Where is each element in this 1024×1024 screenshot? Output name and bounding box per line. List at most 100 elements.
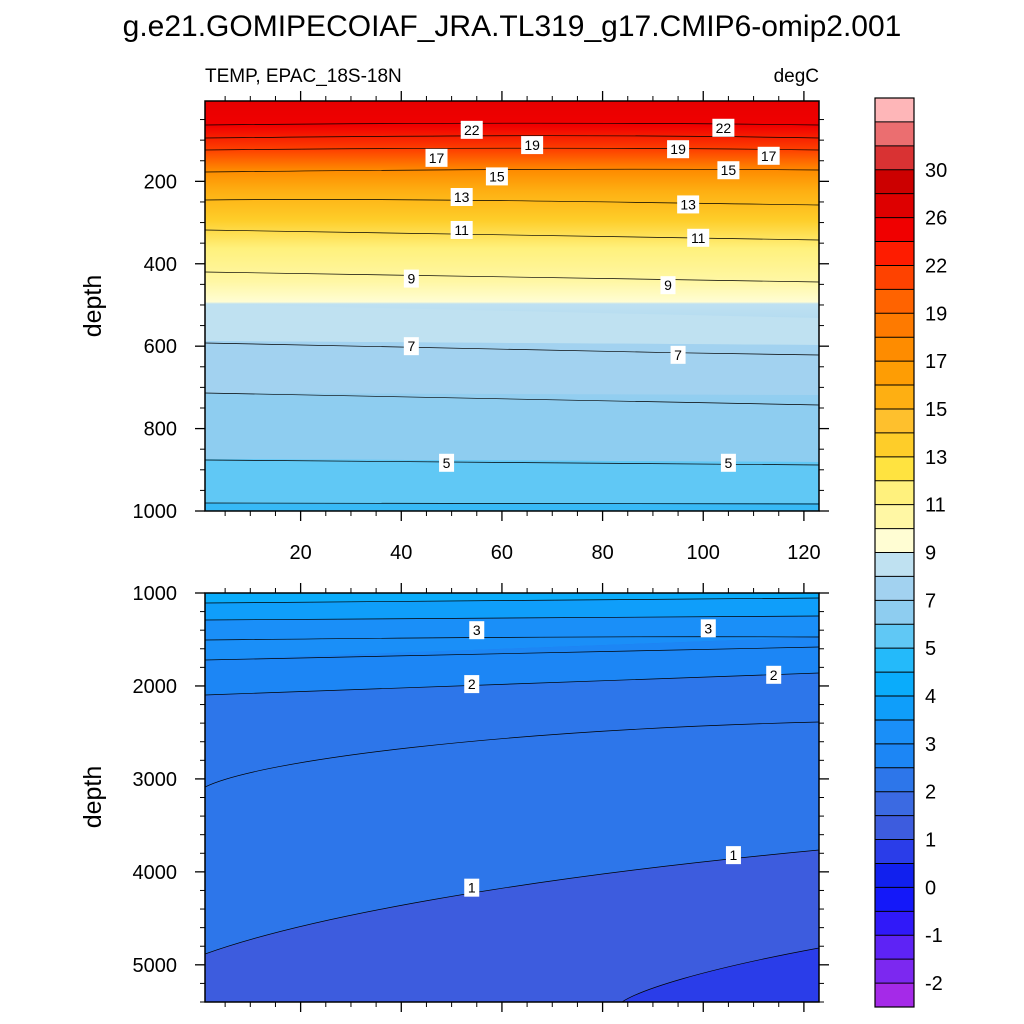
upper-isoline-7 (205, 342, 819, 356)
contour-label: 15 (721, 162, 737, 178)
contour-label: 7 (674, 347, 682, 363)
colorbar-swatch (875, 576, 914, 601)
contour-label-box (725, 846, 741, 865)
contour-label-box (521, 136, 544, 155)
lower-isoline-1 (205, 849, 819, 955)
upper-filled-contours (205, 101, 819, 511)
colorbar-swatch (875, 911, 914, 936)
contour-label: 17 (761, 148, 777, 164)
lower-band-4 (205, 593, 819, 603)
colorbar-swatch (875, 217, 914, 242)
contour-label: 1 (468, 880, 476, 896)
contour-label: 11 (454, 222, 469, 238)
colorbar-swatch (875, 719, 914, 745)
contour-label-box (660, 276, 676, 295)
colorbar-swatch (875, 265, 914, 290)
contour-label-box (403, 337, 419, 356)
contour-label-box (439, 453, 455, 472)
contour-label: 3 (473, 622, 481, 638)
lower-ylabel: depth (79, 766, 107, 829)
colorbar-swatch (875, 863, 914, 888)
colorbar-swatch (875, 624, 914, 649)
contour-label: 22 (716, 120, 732, 136)
colorbar-swatch (875, 815, 914, 840)
contour-label: 7 (407, 338, 415, 354)
colorbar-label: 30 (925, 160, 947, 182)
colorbar-swatch (875, 337, 914, 362)
contour-label-box (464, 675, 480, 694)
upper-ytick-label: 600 (144, 336, 177, 358)
colorbar-swatch (875, 385, 914, 410)
upper-band-5 (205, 393, 819, 462)
contour-label: 9 (407, 271, 415, 287)
lower-ytick-label: 5000 (133, 955, 178, 977)
contour-label: 19 (670, 141, 686, 157)
colorbar-label: 22 (925, 255, 947, 277)
contour-label-box (403, 269, 419, 288)
upper-isoline-4 (205, 502, 819, 505)
contour-label-box (757, 146, 780, 165)
colorbar-frame (874, 97, 915, 1008)
contour-label-box (450, 220, 473, 239)
upper-left-title: TEMP, EPAC_18S-18N (205, 66, 402, 87)
contour-label: 13 (454, 189, 470, 205)
colorbar-swatch (875, 839, 914, 864)
colorbar-swatch (875, 169, 914, 194)
colorbar-swatch (875, 767, 914, 793)
upper-xtick-label: 60 (491, 542, 513, 564)
contour-label-box (460, 120, 483, 139)
lower-band-1 (205, 850, 819, 1002)
lower-panel: 3 3 2 2 1 1 1000 2000 3000 4000 5000 depth (79, 583, 829, 1012)
upper-xtick-label: 80 (591, 542, 613, 564)
colorbar-label: 13 (925, 447, 947, 469)
colorbar-swatch (875, 552, 914, 577)
lower-band-2-5 (205, 637, 819, 695)
colorbar-swatch (875, 480, 914, 505)
colorbar-swatch (875, 600, 914, 625)
colorbar-swatch (875, 983, 914, 1008)
contour-label: 2 (468, 676, 476, 692)
colorbar-swatch (875, 791, 914, 816)
upper-isoline-13 (205, 199, 819, 206)
upper-band-3 (205, 503, 819, 511)
lower-ytick-label: 4000 (133, 862, 178, 884)
figure-title: g.e21.GOMIPECOIAF_JRA.TL319_g17.CMIP6-om… (123, 10, 902, 43)
upper-ytick-label: 200 (144, 171, 177, 193)
colorbar-label: 7 (925, 590, 936, 612)
contour-label: 5 (725, 455, 733, 471)
contour-label-box (717, 161, 740, 180)
contour-label-box (464, 878, 480, 897)
upper-xtick-label: 40 (390, 542, 412, 564)
colorbar-swatch (875, 743, 914, 769)
colorbar-label: 0 (925, 877, 936, 899)
upper-xtick-label: 20 (289, 542, 311, 564)
contour-label: 15 (489, 168, 505, 184)
lower-ytick-label: 1000 (133, 583, 178, 605)
contour-label-box (670, 345, 686, 364)
upper-xtick-label: 120 (787, 542, 820, 564)
lower-contour-labels: 3 3 2 2 1 1 (464, 619, 782, 897)
contour-label-box (450, 188, 473, 207)
upper-panel: TEMP, EPAC_18S-18N degC 2219171513119752… (79, 66, 829, 564)
colorbar-label: 26 (925, 208, 947, 230)
contour-label-box (766, 665, 782, 684)
lower-band-0-5 (622, 948, 819, 1002)
upper-ytick-label: 800 (144, 419, 177, 441)
upper-ytick-label: 400 (144, 254, 177, 276)
upper-plot-frame (204, 100, 820, 512)
colorbar-swatch (875, 98, 914, 123)
colorbar-swatch (875, 672, 914, 697)
colorbar-label: 3 (925, 734, 936, 756)
colorbar-swatch (875, 121, 914, 147)
contour-label: 2 (770, 667, 778, 683)
contour-label: 17 (429, 150, 445, 166)
contour-label-box (485, 167, 508, 186)
upper-ylabel: depth (79, 275, 107, 338)
lower-filled-contours (205, 593, 819, 1002)
contour-label-box (712, 118, 735, 137)
lower-isoline-2-5 (205, 636, 819, 641)
colorbar-swatch (875, 887, 914, 912)
contour-label-box (469, 621, 485, 640)
contour-label: 5 (443, 455, 451, 471)
